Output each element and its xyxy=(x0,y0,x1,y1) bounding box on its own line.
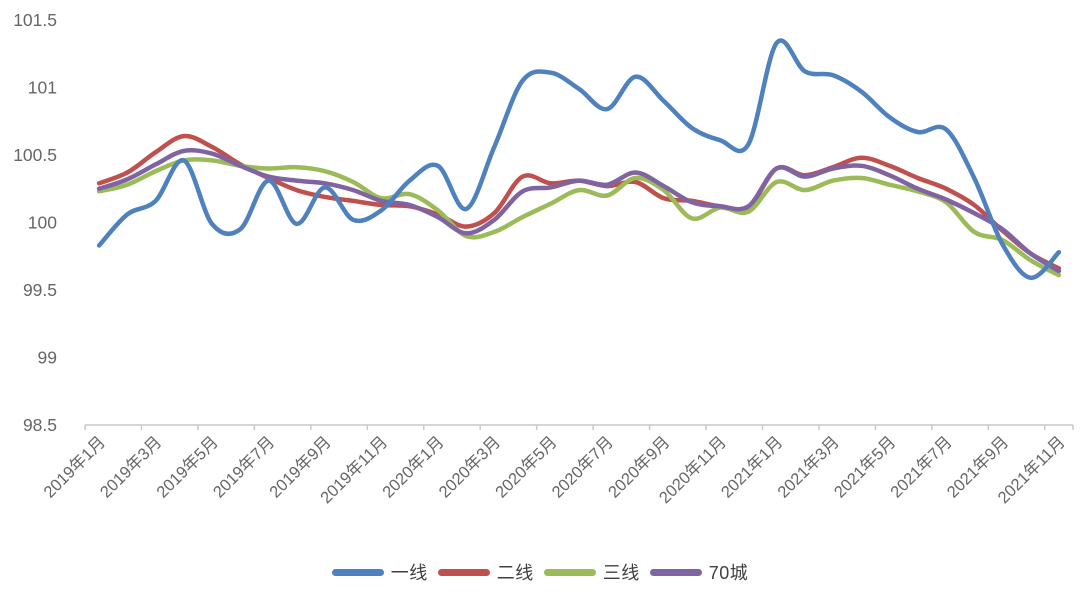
y-axis-label: 101.5 xyxy=(13,10,57,30)
legend-label-70cities: 70城 xyxy=(708,563,749,583)
legend-label-tier3: 三线 xyxy=(602,563,640,583)
y-axis-label: 100 xyxy=(28,213,57,233)
legend-item-70cities: 70城 xyxy=(649,559,749,585)
legend-item-tier2: 二线 xyxy=(437,559,534,585)
y-axis-label: 98.5 xyxy=(23,415,57,435)
cities70-line-swatch xyxy=(649,568,702,576)
legend-label-tier2: 二线 xyxy=(496,563,534,583)
legend-label-tier1: 一线 xyxy=(390,563,428,583)
legend-item-tier3: 三线 xyxy=(543,559,640,585)
series-line-tier2 xyxy=(96,133,1062,271)
series-line-tier3 xyxy=(96,157,1062,278)
y-axis-label: 99 xyxy=(38,348,57,368)
chart-legend: 一线 二线 三线 70城 xyxy=(0,559,1080,585)
series-line-70cities xyxy=(96,147,1062,274)
tier3-line-swatch xyxy=(543,568,596,576)
legend-item-tier1: 一线 xyxy=(331,559,428,585)
y-axis-label: 100.5 xyxy=(13,145,57,165)
y-axis-label: 99.5 xyxy=(23,280,57,300)
tier1-line-swatch xyxy=(331,568,384,576)
series-line-tier1 xyxy=(96,38,1062,281)
tier2-line-swatch xyxy=(437,568,490,576)
y-axis-label: 101 xyxy=(28,78,57,98)
